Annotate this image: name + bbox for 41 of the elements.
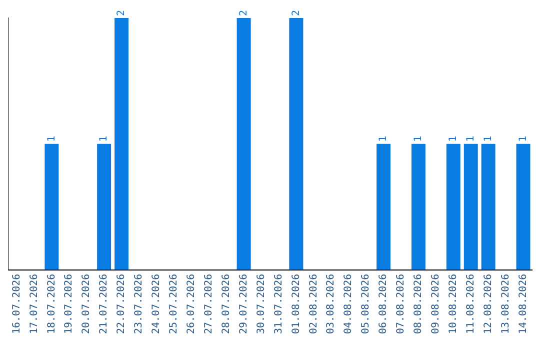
x-tick-label: 27.07.2026 <box>203 274 214 334</box>
data-label: 2 <box>238 10 250 16</box>
x-tick-label: 20.07.2026 <box>81 274 92 334</box>
x-tick-label: 01.08.2026 <box>290 274 302 334</box>
x-tick-label: 07.08.2026 <box>396 274 407 334</box>
data-label: 1 <box>518 136 529 142</box>
x-tick-label: 31.07.2026 <box>273 274 284 334</box>
x-tick-label: 18.07.2026 <box>46 274 58 334</box>
x-tick-label: 17.07.2026 <box>28 274 40 334</box>
x-tick-label: 03.08.2026 <box>326 274 337 334</box>
data-label: 1 <box>378 136 390 142</box>
x-tick-label: 10.08.2026 <box>448 274 459 334</box>
data-label: 1 <box>482 136 494 142</box>
x-tick-label: 02.08.2026 <box>308 274 320 334</box>
x-tick-label: 11.08.2026 <box>465 274 476 334</box>
x-tick-label: 23.07.2026 <box>134 274 145 334</box>
data-label: 1 <box>98 136 110 142</box>
x-tick-label: 19.07.2026 <box>64 274 75 334</box>
data-label: 2 <box>116 10 128 16</box>
x-tick-label: 13.08.2026 <box>500 274 512 334</box>
x-tick-label: 21.07.2026 <box>98 274 110 334</box>
x-tick-label: 16.07.2026 <box>11 274 22 334</box>
x-tick-label: 30.07.2026 <box>256 274 267 334</box>
data-label: 1 <box>413 136 424 142</box>
x-tick-label: 26.07.2026 <box>186 274 197 334</box>
x-tick-label: 29.07.2026 <box>238 274 250 334</box>
x-tick-label: 09.08.2026 <box>430 274 442 334</box>
x-tick-label: 22.07.2026 <box>116 274 128 334</box>
x-tick-label: 24.07.2026 <box>151 274 162 334</box>
x-tick-label: 05.08.2026 <box>360 274 372 334</box>
data-label: 1 <box>448 136 459 142</box>
x-tick-label: 28.07.2026 <box>220 274 232 334</box>
data-label: 2 <box>290 10 302 16</box>
x-tick-label: 06.08.2026 <box>378 274 390 334</box>
x-tick-label: 14.08.2026 <box>518 274 529 334</box>
x-tick-label: 12.08.2026 <box>482 274 494 334</box>
x-tick-label: 25.07.2026 <box>168 274 180 334</box>
data-label: 1 <box>46 136 58 142</box>
x-tick-label: 04.08.2026 <box>343 274 354 334</box>
data-label: 1 <box>465 136 476 142</box>
x-tick-label: 08.08.2026 <box>413 274 424 334</box>
